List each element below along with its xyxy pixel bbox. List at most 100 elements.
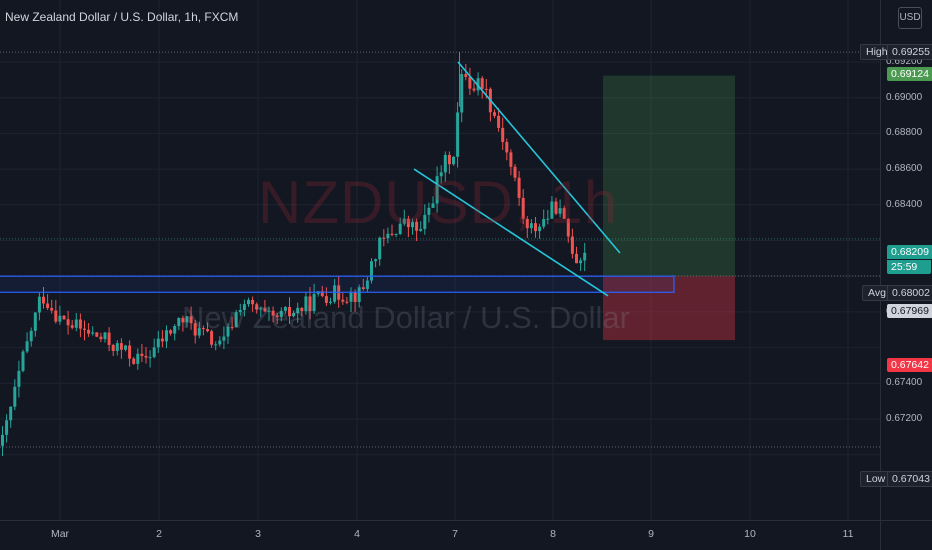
time-tick-label: 11 [842,528,854,540]
candle-body [292,312,296,317]
candle-body [218,340,222,345]
candle-body [320,291,324,297]
time-tick-label: 9 [648,528,654,540]
candle-body [529,223,533,229]
candle-body [230,326,234,328]
price-tick-label: 0.69000 [886,91,923,103]
candle-body [525,219,529,229]
price-tick-label: 0.68400 [886,198,923,210]
candle-body [374,259,378,262]
candle-body [308,296,312,312]
lower-trendline [413,168,609,297]
candle-body [447,154,451,165]
candle-body [177,317,181,326]
time-tick-label: 3 [255,528,261,540]
candle-body [333,285,337,302]
candle-body [54,310,58,322]
price-tick-label: 0.67200 [886,413,923,424]
drawing-layer[interactable] [0,61,735,341]
candle-body [509,152,513,167]
avg-price-tag: 0.68002 [887,285,932,301]
support-zone [0,275,675,293]
price-tick-label: 0.67400 [886,377,923,389]
symbol-title[interactable]: New Zealand Dollar / U.S. Dollar, 1h, FX… [5,10,239,24]
candle-body [468,76,472,89]
candle-body [165,330,168,342]
candle-body [119,343,123,350]
candle-body [546,218,550,220]
candle-body [267,310,271,312]
candle-body [1,434,4,446]
candle-body [472,88,476,91]
candle-body [439,172,443,177]
low-price-tag: 0.67043 [887,471,932,487]
name-watermark: New Zealand Dollar / U.S. Dollar [182,300,630,335]
candle-body [148,357,152,359]
candle-body [300,307,304,312]
time-tick-label: 4 [354,528,360,540]
candle-body [66,319,70,326]
candle-body [427,207,431,215]
high-price-tag: 0.69255 [887,44,932,60]
candle-body [226,326,230,337]
candle-body [222,336,226,341]
time-tick-label: Mar [50,528,70,540]
candle-body [575,253,578,264]
candle-body [42,296,45,304]
candle-body [111,344,115,351]
candle-body [136,353,140,364]
candle-body [152,347,156,358]
candle-body [402,218,406,224]
candle-body [9,406,13,421]
candle-body [128,345,132,359]
candle-body [431,203,435,208]
candle-body [534,223,537,232]
time-tick-label: 7 [452,528,458,540]
candle-body [132,358,136,364]
candle-body [214,344,218,346]
candle-body [382,237,386,239]
candle-body [390,233,394,235]
candle-body [411,221,414,228]
candle-body [156,338,160,348]
candlestick-series [1,52,587,457]
candle-body [91,332,95,334]
candle-body [210,331,214,345]
candle-body [558,208,562,214]
candle-body [476,78,480,91]
candle-body [423,214,427,229]
candle-body [160,338,164,342]
price-tick-label: 0.69200 [886,56,923,67]
candle-body [562,208,566,219]
candle-body [370,261,373,281]
candle-body [70,325,74,328]
candle-body [259,308,263,310]
price-tick-label: 0.68600 [886,163,923,175]
candle-body [107,332,111,345]
candle-body [341,299,345,302]
candle-body [365,280,369,290]
candle-body [513,166,517,178]
entry-price-tag: 0.67969 [887,304,932,318]
candle-body [37,296,41,313]
candle-body [538,226,542,232]
candle-body [5,420,9,435]
candle-body [517,177,521,198]
candle-body [25,341,29,352]
time-tick-label: 8 [550,528,556,540]
candle-body [197,328,201,336]
avg-label: Avg [862,285,892,301]
stop-loss-zone [603,276,735,341]
candle-body [181,317,185,323]
candle-body [234,312,238,328]
candle-body [464,74,468,77]
take-profit-zone [603,75,735,277]
chart-grid [0,0,880,520]
candle-body [169,330,173,334]
candle-body [480,78,484,89]
candle-body [566,218,570,237]
candle-body [46,303,50,308]
currency-button[interactable]: USD [898,7,922,29]
